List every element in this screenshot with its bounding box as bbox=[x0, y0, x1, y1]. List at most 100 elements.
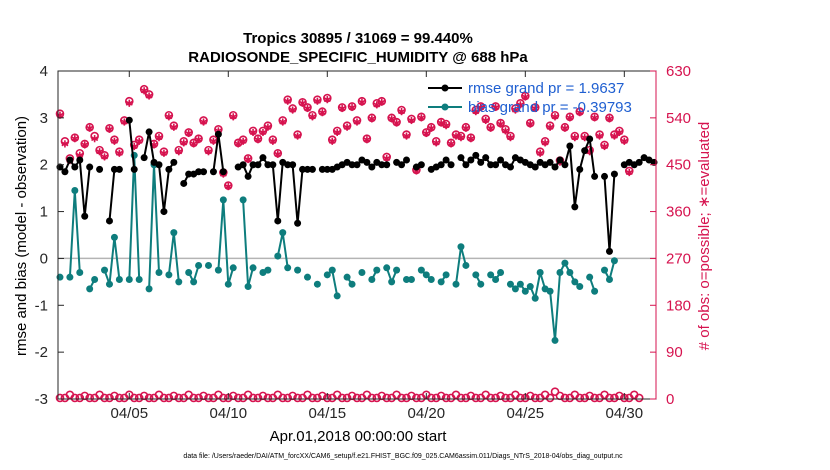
obs-star-stroke bbox=[600, 143, 609, 149]
bias-point bbox=[487, 271, 495, 279]
obs-evaluated-point bbox=[571, 134, 579, 142]
obs-bottom-point bbox=[164, 393, 174, 403]
rmse-point bbox=[551, 163, 559, 171]
obs-star-stroke bbox=[393, 120, 401, 126]
obs-star-stroke bbox=[204, 149, 213, 155]
obs-star-stroke bbox=[145, 93, 153, 99]
obs-bottom-point bbox=[501, 393, 510, 403]
obs-evaluated-point bbox=[224, 182, 232, 191]
obs-bottom-point bbox=[248, 393, 258, 403]
bias-point bbox=[135, 276, 143, 284]
rmse-point bbox=[368, 163, 376, 171]
obs-bottom-point bbox=[75, 393, 85, 403]
obs-star-stroke bbox=[506, 135, 514, 141]
obs-star-stroke bbox=[318, 110, 326, 116]
obs-star-stroke bbox=[378, 99, 386, 105]
bias-point bbox=[506, 280, 514, 288]
rmse-point bbox=[581, 147, 589, 155]
obs-evaluated-point bbox=[625, 168, 633, 177]
bias-point bbox=[492, 276, 500, 284]
obs-star-stroke bbox=[175, 149, 183, 155]
obs-evaluated-point bbox=[452, 132, 460, 140]
y-tick-label-right: 450 bbox=[666, 157, 691, 174]
obs-evaluated-point bbox=[526, 120, 534, 128]
obs-bottom-point bbox=[263, 393, 273, 403]
obs-bottom-point bbox=[634, 393, 644, 403]
rmse-line-segment bbox=[128, 120, 136, 170]
rmse-point bbox=[214, 130, 222, 138]
rmse-point bbox=[96, 165, 104, 173]
obs-star-stroke bbox=[294, 133, 302, 139]
obs-star-stroke bbox=[61, 141, 69, 147]
obs-star-stroke bbox=[101, 154, 109, 160]
obs-evaluated-point bbox=[145, 92, 153, 100]
bias-point bbox=[358, 268, 366, 276]
obs-evaluated-point bbox=[239, 137, 247, 145]
obs-bottom-point bbox=[313, 393, 322, 403]
legend-bias-marker bbox=[441, 103, 449, 111]
rmse-point bbox=[140, 154, 148, 162]
obs-evaluated-point bbox=[259, 128, 267, 137]
obs-evaluated-point bbox=[422, 129, 430, 138]
obs-evaluated-point bbox=[497, 120, 505, 128]
rmse-point bbox=[571, 203, 579, 211]
obs-evaluated-point bbox=[417, 114, 425, 122]
y-tick-label-right: 360 bbox=[666, 204, 691, 221]
obs-bottom-point bbox=[253, 393, 263, 403]
obs-evaluated-point bbox=[378, 98, 386, 106]
obs-evaluated-point bbox=[190, 140, 198, 148]
obs-evaluated-point bbox=[576, 109, 584, 117]
rmse-point bbox=[76, 156, 84, 164]
bias-point bbox=[407, 276, 415, 284]
bias-point bbox=[497, 268, 505, 276]
obs-evaluated-point bbox=[101, 153, 109, 161]
rmse-series-layer bbox=[56, 116, 658, 255]
bias-point bbox=[244, 283, 252, 291]
obs-star-stroke bbox=[625, 170, 633, 176]
obs-star-stroke bbox=[432, 140, 440, 146]
bias-point bbox=[249, 264, 257, 272]
obs-evaluated-point bbox=[457, 134, 465, 142]
rmse-point bbox=[601, 172, 609, 180]
rmse-point bbox=[115, 165, 123, 173]
rmse-point bbox=[531, 163, 539, 171]
rmse-point bbox=[437, 161, 445, 169]
legend-rmse-label: rmse grand pr = 1.9637 bbox=[468, 80, 624, 97]
bias-point bbox=[76, 268, 84, 276]
rmse-point bbox=[308, 165, 316, 173]
obs-evaluated-point bbox=[516, 101, 524, 109]
bias-point bbox=[462, 261, 470, 269]
y-axis-label-left: rmse and bias (model - observation) bbox=[13, 116, 30, 356]
obs-star-stroke bbox=[422, 130, 430, 136]
obs-star-stroke bbox=[209, 138, 217, 144]
obs-star-stroke bbox=[274, 151, 282, 157]
obs-evaluated-point bbox=[96, 148, 104, 156]
rmse-point bbox=[209, 168, 217, 176]
obs-bottom-point bbox=[85, 393, 94, 403]
rmse-point bbox=[556, 156, 564, 164]
obs-evaluated-point bbox=[105, 125, 114, 133]
obs-star-stroke bbox=[155, 135, 163, 141]
obs-star-stroke bbox=[86, 125, 94, 131]
obs-bottom-point bbox=[367, 393, 377, 403]
obs-star-stroke bbox=[348, 104, 356, 110]
obs-star-stroke bbox=[427, 125, 435, 131]
rmse-point bbox=[323, 165, 331, 173]
obs-bottom-point bbox=[233, 393, 243, 403]
obs-bottom-point bbox=[530, 393, 540, 403]
rmse-point bbox=[259, 154, 267, 162]
obs-star-stroke bbox=[81, 142, 89, 148]
obs-star-stroke bbox=[516, 102, 524, 108]
bias-point bbox=[239, 196, 247, 204]
rmse-point bbox=[254, 161, 262, 169]
bias-point bbox=[328, 266, 336, 274]
x-tick-label: 04/05 bbox=[111, 405, 149, 422]
obs-evaluated-point bbox=[318, 109, 326, 117]
obs-star-stroke bbox=[477, 104, 485, 110]
rmse-point bbox=[195, 168, 203, 176]
obs-star-stroke bbox=[333, 129, 341, 135]
obs-evaluated-point bbox=[110, 137, 118, 145]
obs-star-stroke bbox=[200, 119, 208, 125]
obs-star-stroke bbox=[561, 125, 569, 131]
bias-point bbox=[323, 271, 331, 279]
